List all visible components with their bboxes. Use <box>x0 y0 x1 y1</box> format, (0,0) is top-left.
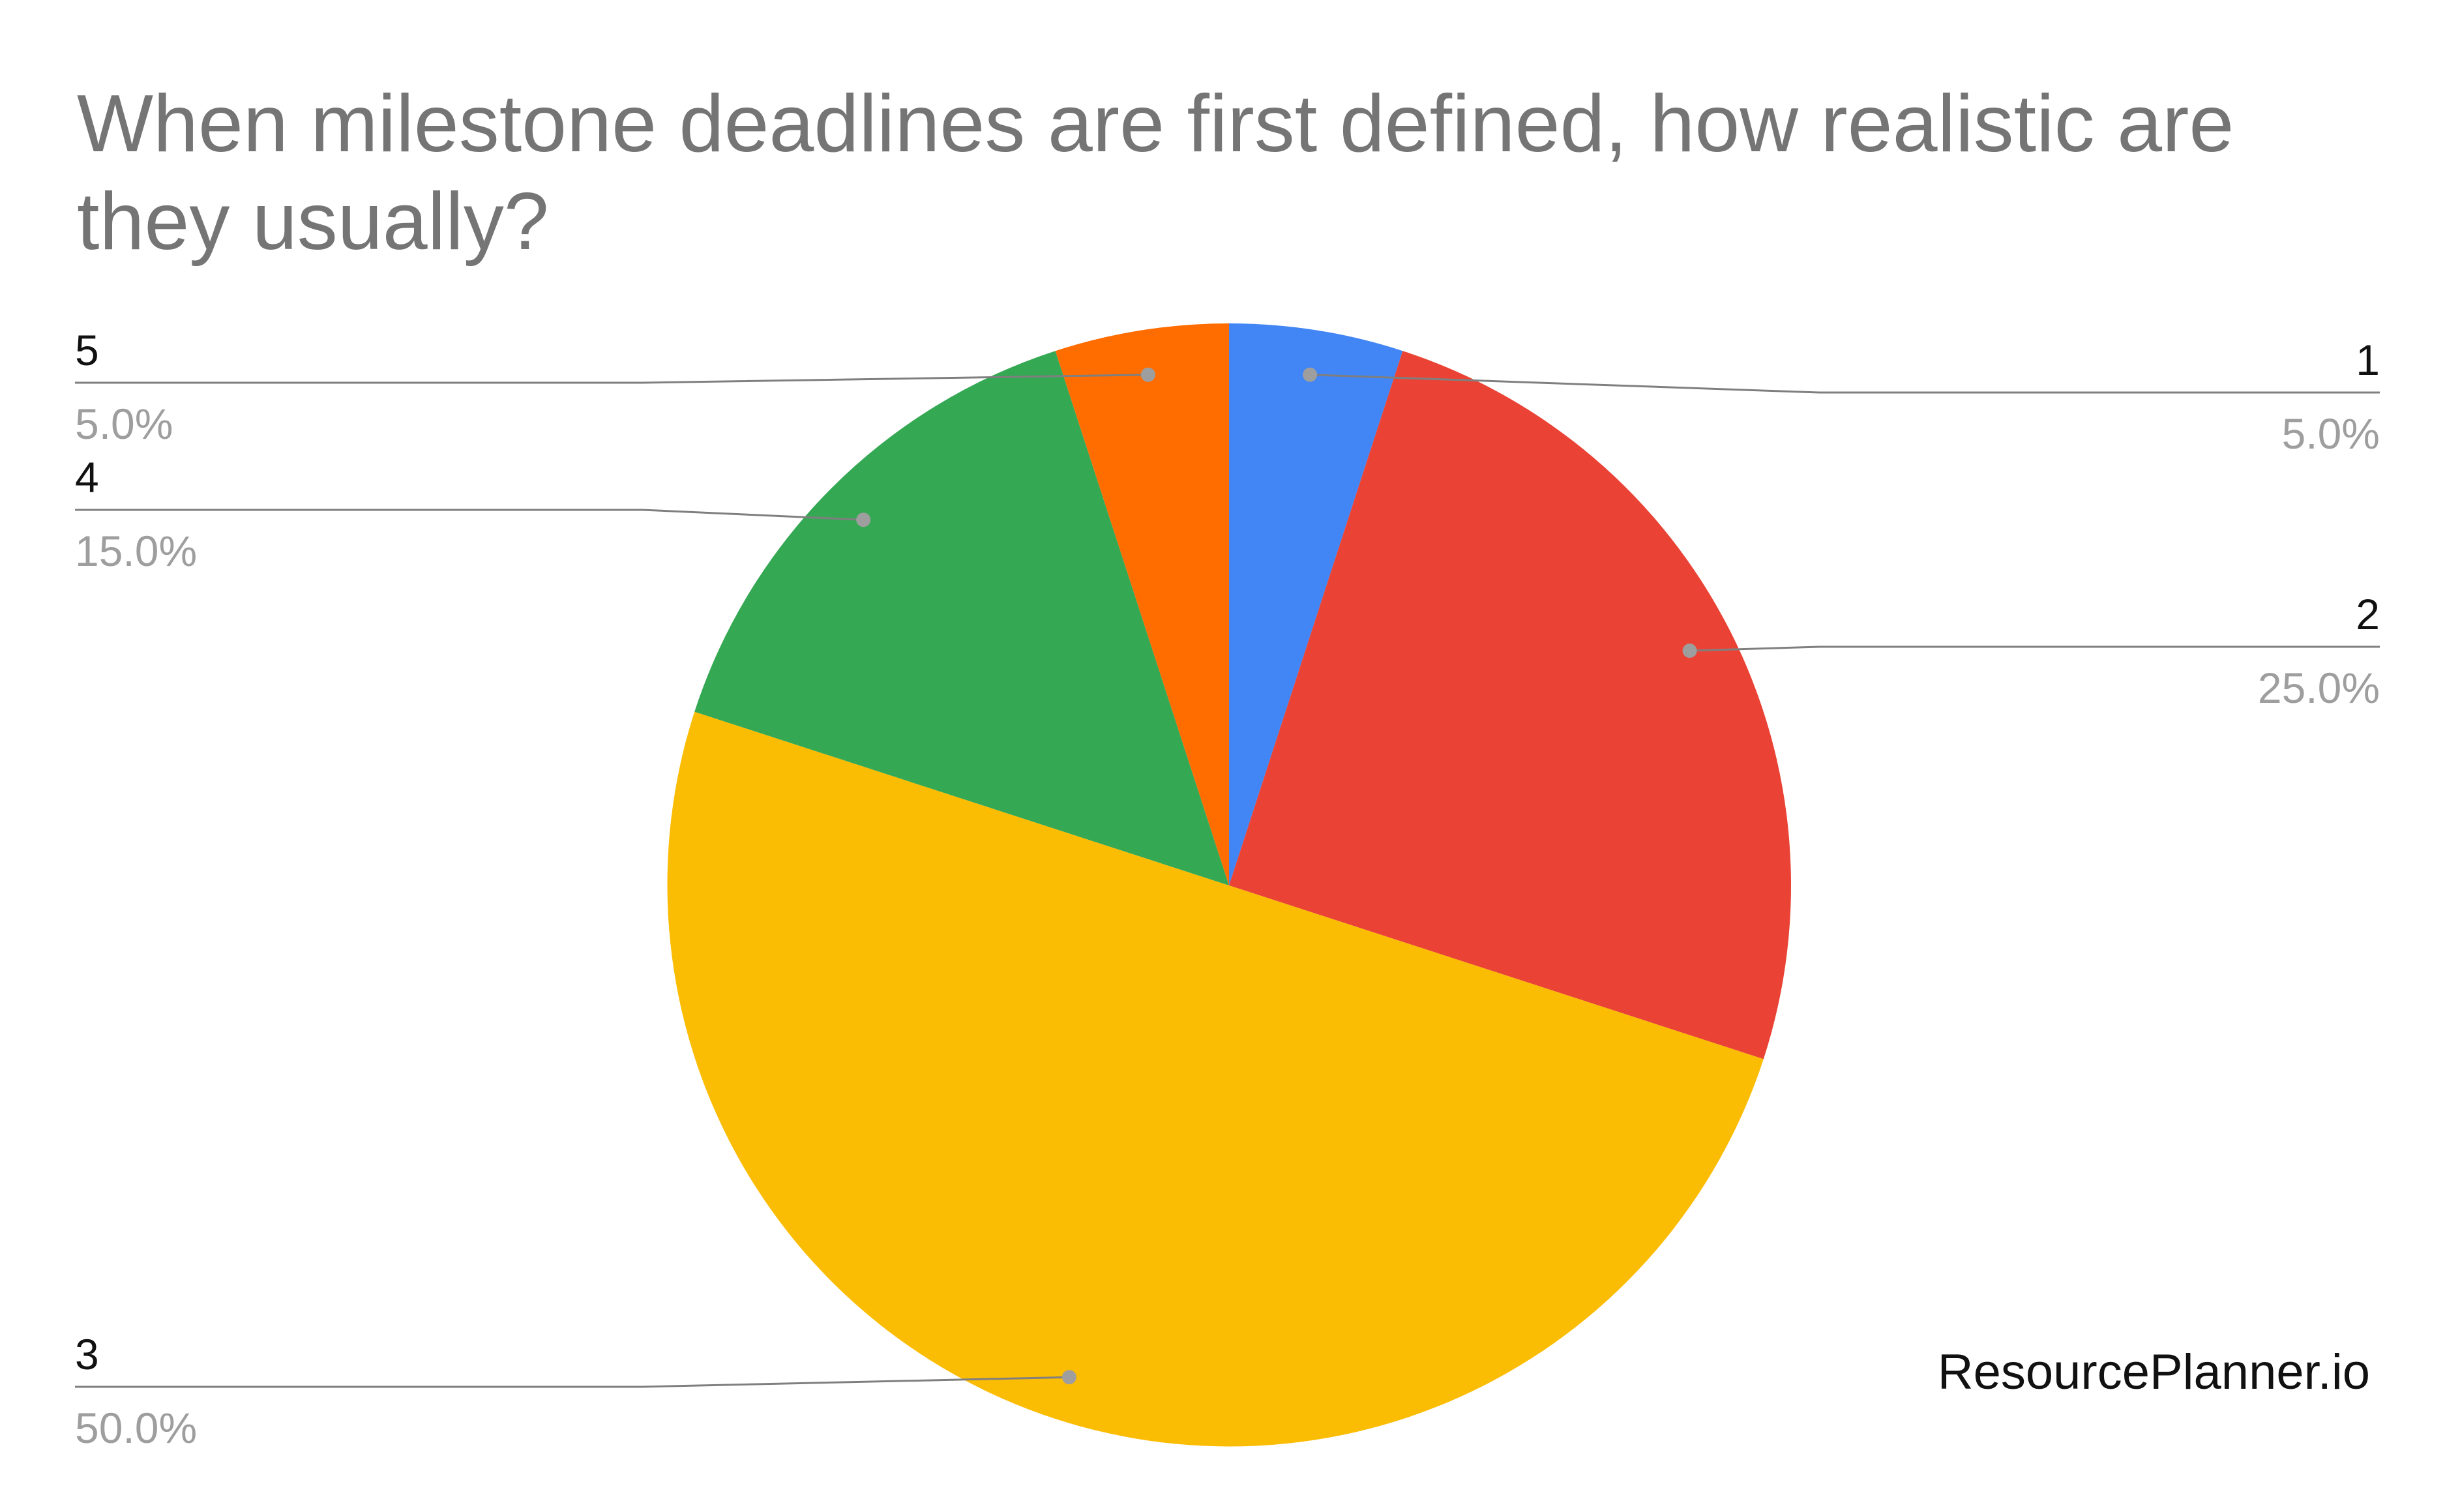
leader-dot-4 <box>856 512 871 527</box>
leader-dot-5 <box>1140 367 1155 382</box>
slice-percent-label-3: 50.0% <box>75 1404 197 1452</box>
leader-line-1 <box>1310 374 2380 394</box>
pie-slice-4 <box>694 351 1229 885</box>
leader-line-5 <box>75 374 1148 384</box>
slice-percent-label-4: 15.0% <box>75 527 197 575</box>
brand-watermark: ResourcePlanner.io <box>1937 1344 2370 1400</box>
slice-percent-label-1: 5.0% <box>2282 409 2380 458</box>
leader-dot-1 <box>1303 367 1318 382</box>
leader-line-4 <box>75 509 864 521</box>
pie-slice-3 <box>667 711 1764 1447</box>
slice-percent-label-2: 25.0% <box>2258 664 2380 712</box>
pie-slice-5 <box>1055 323 1229 885</box>
pie-slice-1 <box>1229 323 1403 885</box>
slice-category-label-4: 4 <box>75 453 99 501</box>
leader-dot-2 <box>1682 644 1697 658</box>
slice-category-label-1: 1 <box>2356 336 2380 384</box>
leader-dot-3 <box>1061 1370 1076 1385</box>
pie-slice-2 <box>1229 351 1791 1060</box>
slice-category-label-5: 5 <box>75 326 99 374</box>
slice-percent-label-5: 5.0% <box>75 400 173 448</box>
slice-category-label-3: 3 <box>75 1330 99 1378</box>
chart-title: When milestone deadlines are first defin… <box>77 79 2234 267</box>
slice-category-label-2: 2 <box>2356 590 2380 638</box>
leader-line-3 <box>75 1376 1069 1388</box>
leader-line-2 <box>1689 645 2380 652</box>
